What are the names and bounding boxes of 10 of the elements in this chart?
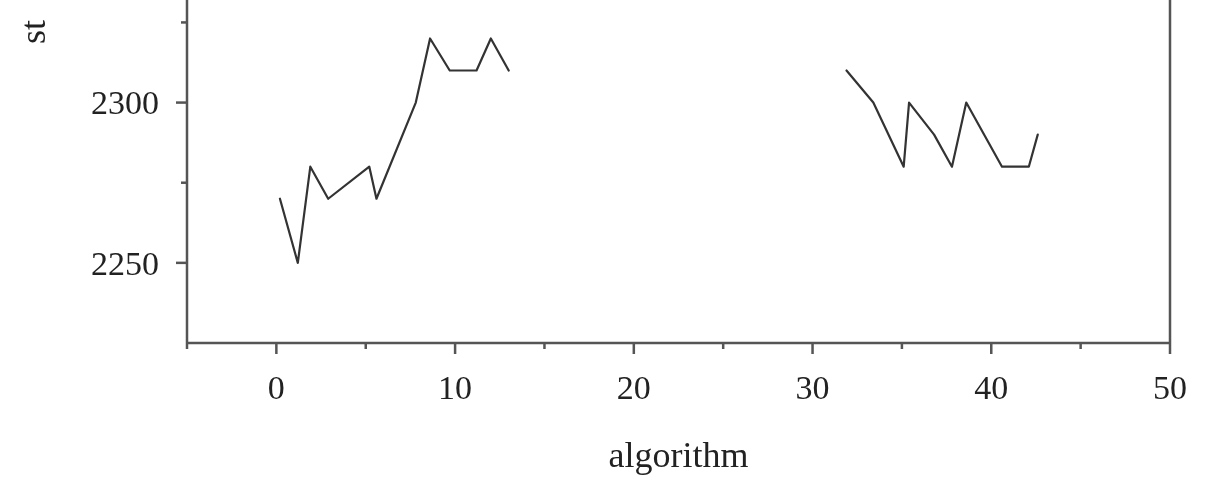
y-axis-title: st bbox=[13, 19, 53, 44]
x-tick-label: 20 bbox=[616, 369, 651, 406]
x-tick-label: 40 bbox=[974, 369, 1009, 406]
x-tick-label: 10 bbox=[438, 369, 473, 406]
x-axis-title: algorithm bbox=[608, 435, 749, 475]
x-tick-label: 30 bbox=[795, 369, 830, 406]
x-tick-label: 50 bbox=[1153, 369, 1187, 406]
y-tick-label: 2250 bbox=[91, 244, 159, 282]
x-tick-label: 0 bbox=[267, 369, 285, 406]
y-tick-label: 2300 bbox=[91, 84, 159, 122]
